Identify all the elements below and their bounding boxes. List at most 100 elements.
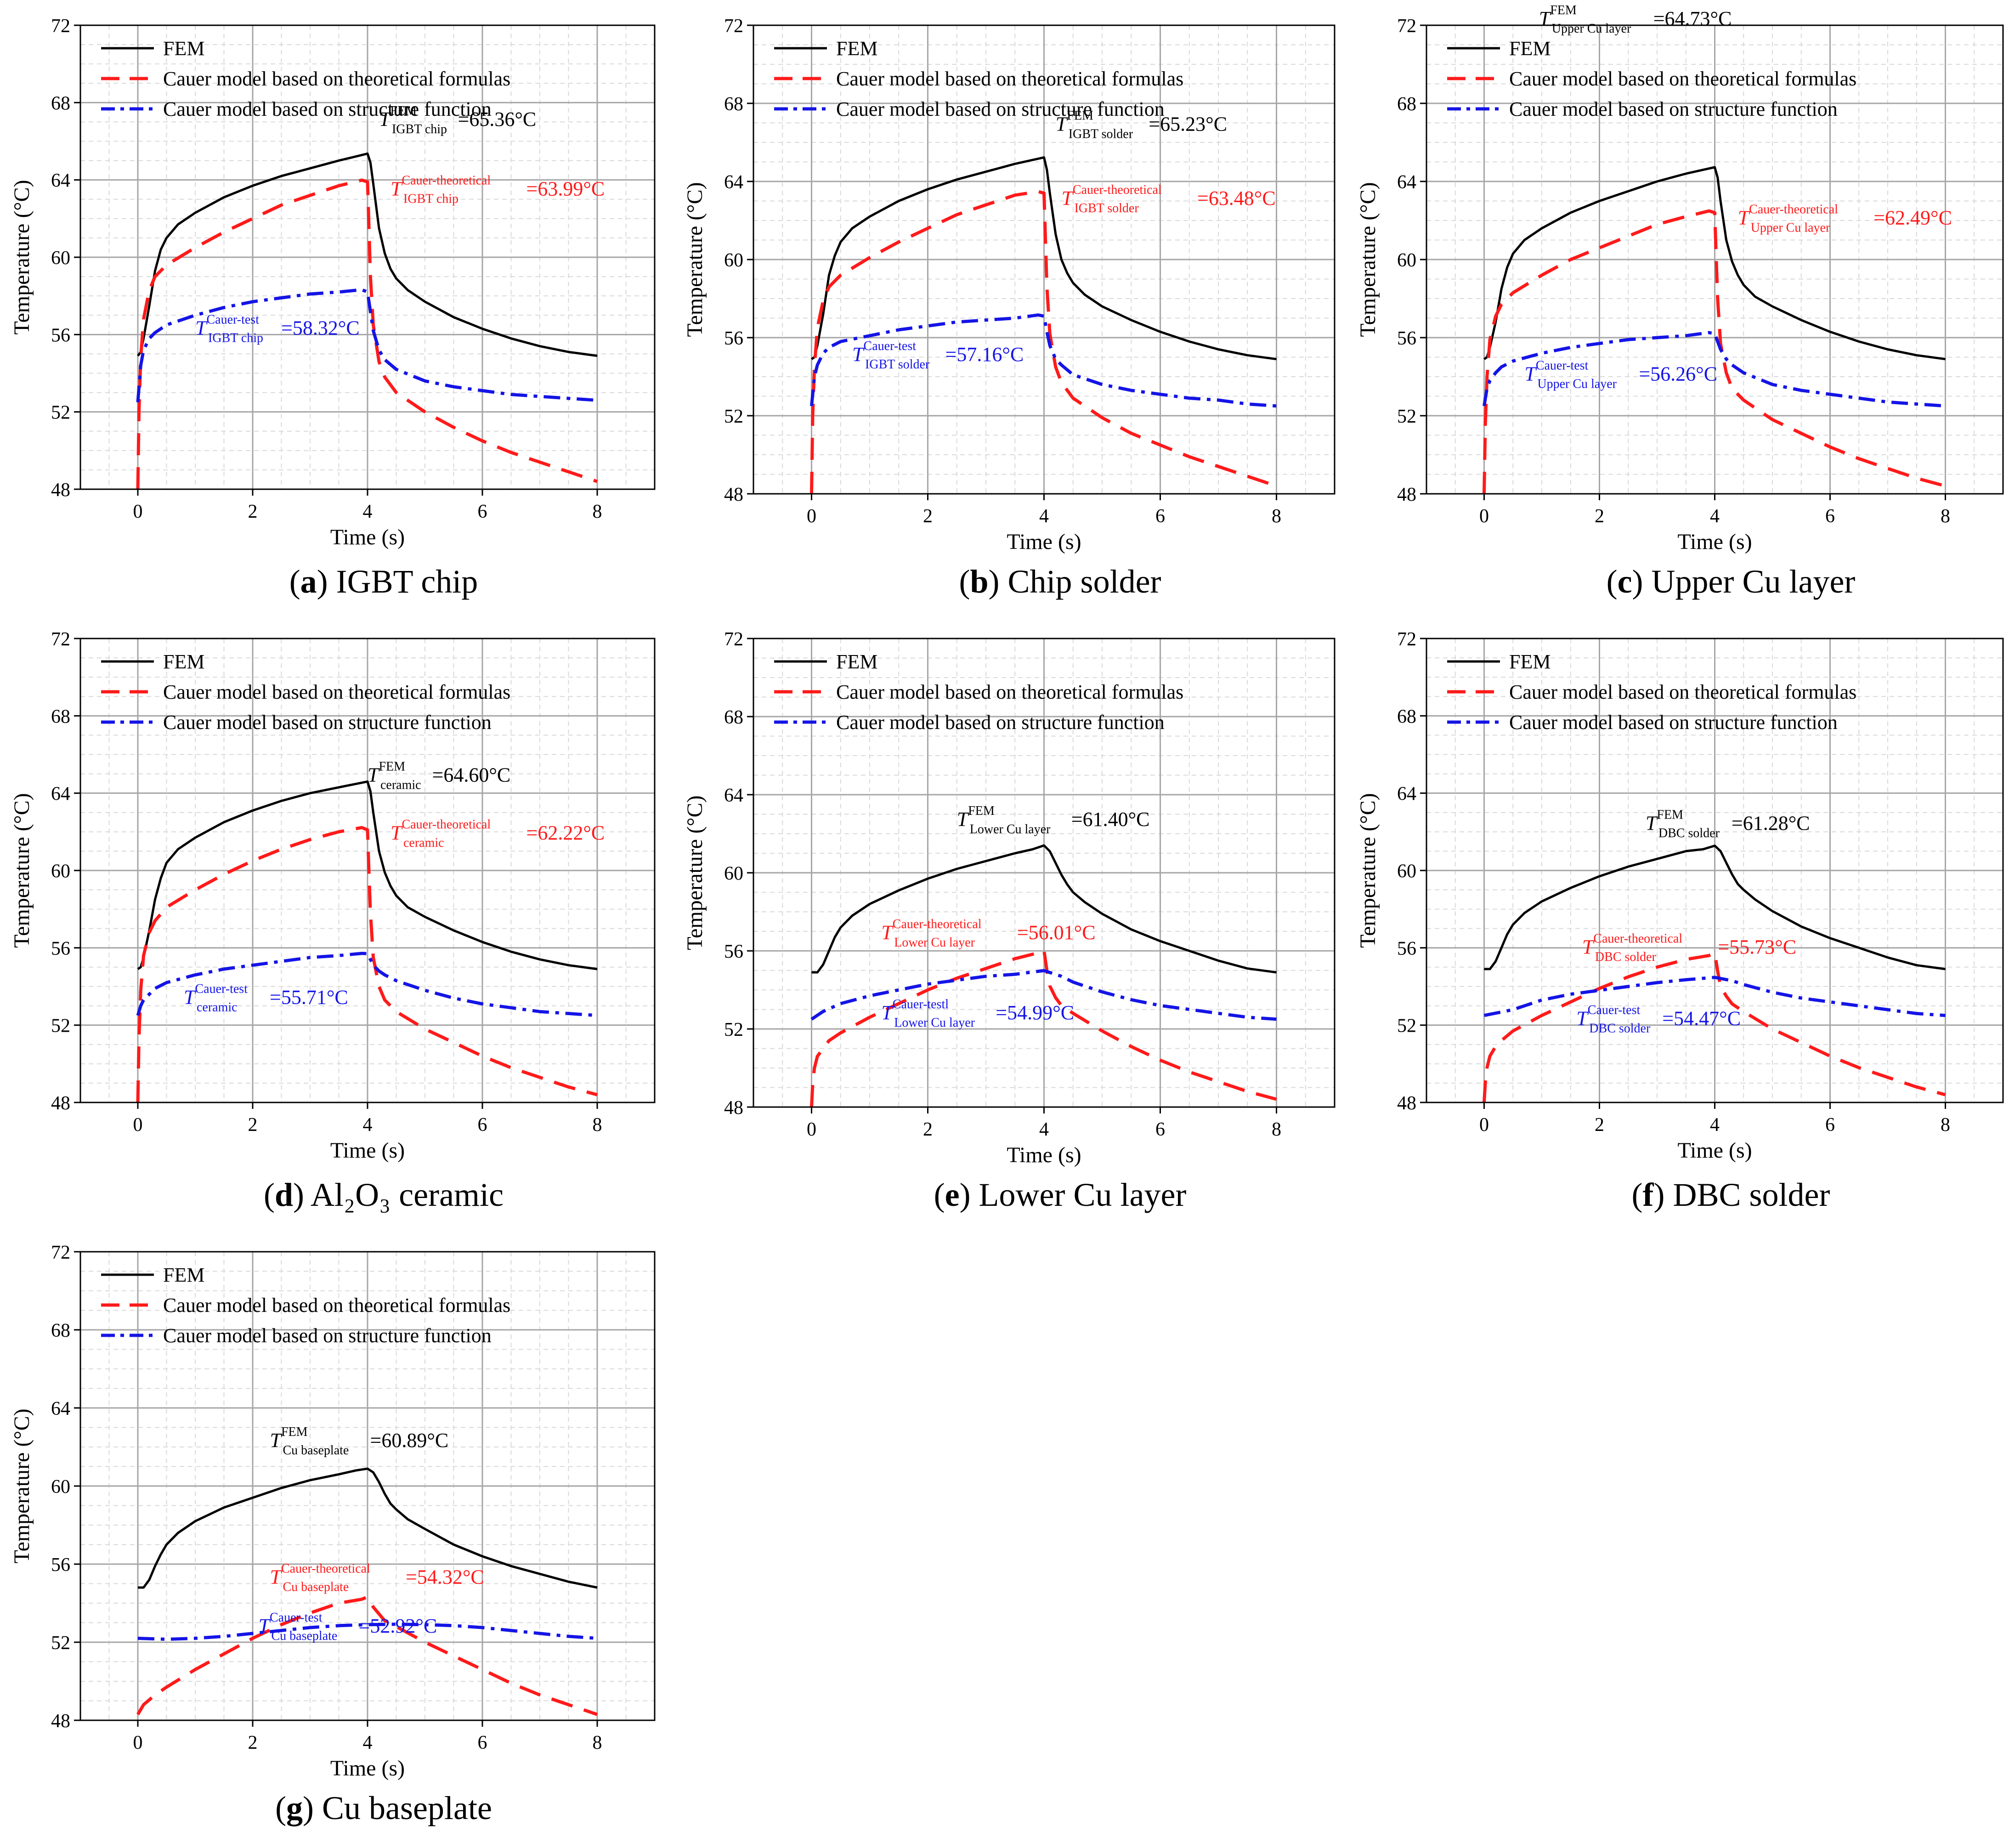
- x-tick-label: 8: [1941, 1114, 1950, 1136]
- x-tick-label: 6: [1825, 506, 1835, 527]
- annotation-structure-function: TCauer-test DBC solder =54.47°C: [1576, 1003, 1741, 1036]
- y-tick-label: 64: [1397, 784, 1416, 805]
- series-line-structure-function: [810, 313, 1277, 408]
- annotation-sup: Cauer-test: [1588, 1003, 1641, 1017]
- y-axis-label: Temperature (°C): [1356, 182, 1380, 337]
- annotation-sub: Cu baseplate: [283, 1443, 349, 1458]
- y-tick-label: 52: [51, 1633, 70, 1654]
- annotation-symbol: T: [390, 822, 403, 844]
- annotation-fem: TFEM Lower Cu layer =61.40°C: [957, 804, 1150, 836]
- y-tick-label: 72: [724, 16, 743, 37]
- annotation-symbol: T: [195, 316, 208, 339]
- panel-caption-text: IGBT chip: [328, 563, 478, 600]
- y-tick-label: 52: [1397, 1016, 1416, 1037]
- y-tick-label: 68: [51, 1320, 70, 1341]
- legend-label: Cauer model based on structure function: [163, 98, 492, 120]
- panel-caption: (f) DBC solder: [1632, 1176, 1830, 1213]
- annotation-value: =62.22°C: [526, 822, 605, 844]
- annotation-theoretical: TCauer-theoretical Upper Cu layer =62.49°C: [1738, 203, 1952, 235]
- annotation-value: =65.23°C: [1149, 113, 1227, 136]
- annotation-symbol: T: [881, 1001, 894, 1024]
- x-tick-label: 0: [133, 1114, 143, 1136]
- panel-caption-tag: d: [275, 1176, 293, 1213]
- y-tick-label: 68: [51, 706, 70, 727]
- annotation-value: =54.47°C: [1662, 1007, 1741, 1030]
- annotation-sup: FEM: [1067, 109, 1093, 123]
- y-tick-label: 72: [51, 16, 70, 37]
- annotation-sup: Cauer-test: [206, 312, 259, 327]
- x-tick-label: 8: [593, 501, 602, 522]
- x-tick-label: 8: [593, 1114, 602, 1136]
- x-tick-label: 2: [923, 1119, 933, 1140]
- annotation-symbol: T: [270, 1429, 283, 1452]
- annotation-sub: IGBT solder: [1074, 201, 1139, 215]
- series-line-fem: [1484, 844, 1946, 971]
- x-tick-label: 2: [248, 501, 258, 522]
- annotation-value: =61.40°C: [1071, 808, 1150, 831]
- annotation-theoretical: TCauer-theoretical Cu baseplate =54.32°C: [270, 1562, 484, 1594]
- x-axis-label: Time (s): [330, 525, 405, 549]
- x-tick-label: 8: [1272, 1119, 1281, 1140]
- series-line-fem: [137, 152, 598, 357]
- series-line-structure-function: [1483, 976, 1946, 1017]
- annotation-sup: FEM: [379, 759, 405, 774]
- panel-caption: (d) Al₂O₃ ceramic: [264, 1176, 504, 1213]
- panel-caption-text: Lower Cu layer: [971, 1176, 1187, 1213]
- legend-label: Cauer model based on theoretical formula…: [163, 1294, 510, 1317]
- annotation-sub: DBC solder: [1658, 826, 1720, 841]
- annotation-symbol: T: [259, 1615, 272, 1637]
- annotation-structure-function: TCauer-testl Lower Cu layer =54.99°C: [881, 997, 1074, 1030]
- annotation-symbol: T: [1539, 7, 1552, 30]
- annotation-sup: Cauer-theoretical: [402, 173, 491, 187]
- series-line-fem: [1483, 166, 1946, 361]
- y-tick-label: 68: [1397, 706, 1416, 727]
- y-tick-label: 64: [51, 1398, 70, 1419]
- x-tick-label: 2: [923, 506, 933, 527]
- annotation-theoretical: TCauer-theoretical Lower Cu layer =56.01°C: [881, 917, 1095, 950]
- panel-caption: (c) Upper Cu layer: [1607, 563, 1856, 600]
- annotation-structure-function: TCauer-test IGBT chip =58.32°C: [195, 312, 360, 345]
- panel-caption-tag: g: [286, 1790, 303, 1826]
- x-axis-label: Time (s): [330, 1138, 405, 1163]
- legend-label: FEM: [836, 650, 877, 673]
- legend-label: Cauer model based on theoretical formula…: [163, 681, 510, 703]
- x-tick-label: 6: [478, 1114, 487, 1136]
- annotation-symbol: T: [1576, 1007, 1589, 1030]
- x-tick-label: 2: [1595, 1114, 1604, 1136]
- annotation-sup: Cauer-theoretical: [281, 1562, 370, 1576]
- x-tick-label: 4: [1039, 1119, 1049, 1140]
- annotation-structure-function: TCauer-test Cu baseplate =52.92°C: [259, 1611, 437, 1643]
- panel-caption-tag: b: [970, 563, 988, 600]
- y-tick-label: 48: [1397, 484, 1416, 505]
- x-tick-label: 6: [1825, 1114, 1835, 1136]
- annotation-sup: FEM: [968, 804, 995, 818]
- series-line-theoretical: [1483, 209, 1946, 494]
- legend-label: Cauer model based on theoretical formula…: [836, 68, 1183, 90]
- annotation-sup: FEM: [281, 1425, 308, 1439]
- annotation-symbol: T: [881, 921, 894, 944]
- annotation-value: =54.32°C: [406, 1566, 484, 1588]
- legend-label: Cauer model based on structure function: [836, 711, 1165, 734]
- legend-label: Cauer model based on theoretical formula…: [1509, 68, 1856, 90]
- series-line-theoretical: [810, 190, 1277, 494]
- y-tick-label: 56: [1397, 938, 1416, 959]
- x-tick-label: 0: [133, 1732, 143, 1753]
- plot-frame: [1426, 24, 2004, 495]
- plot-frame: [753, 638, 1336, 1108]
- x-tick-label: 4: [363, 1732, 373, 1753]
- y-axis-label: Temperature (°C): [683, 182, 707, 337]
- annotation-value: =61.28°C: [1732, 812, 1810, 835]
- x-axis-label: Time (s): [1007, 530, 1081, 554]
- annotation-value: =64.60°C: [432, 763, 511, 786]
- annotation-fem: TFEM ceramic =64.60°C: [368, 759, 510, 792]
- annotation-symbol: T: [1524, 363, 1537, 385]
- annotation-theoretical: TCauer-theoretical IGBT chip =63.99°C: [390, 173, 605, 206]
- series-line-structure-function: [1483, 331, 1946, 408]
- annotation-value: =64.73°C: [1653, 7, 1732, 30]
- y-tick-label: 68: [724, 94, 743, 115]
- y-tick-label: 48: [51, 1711, 70, 1732]
- annotation-symbol: T: [379, 108, 392, 130]
- y-tick-label: 52: [51, 402, 70, 424]
- series-line-structure-function: [810, 969, 1277, 1021]
